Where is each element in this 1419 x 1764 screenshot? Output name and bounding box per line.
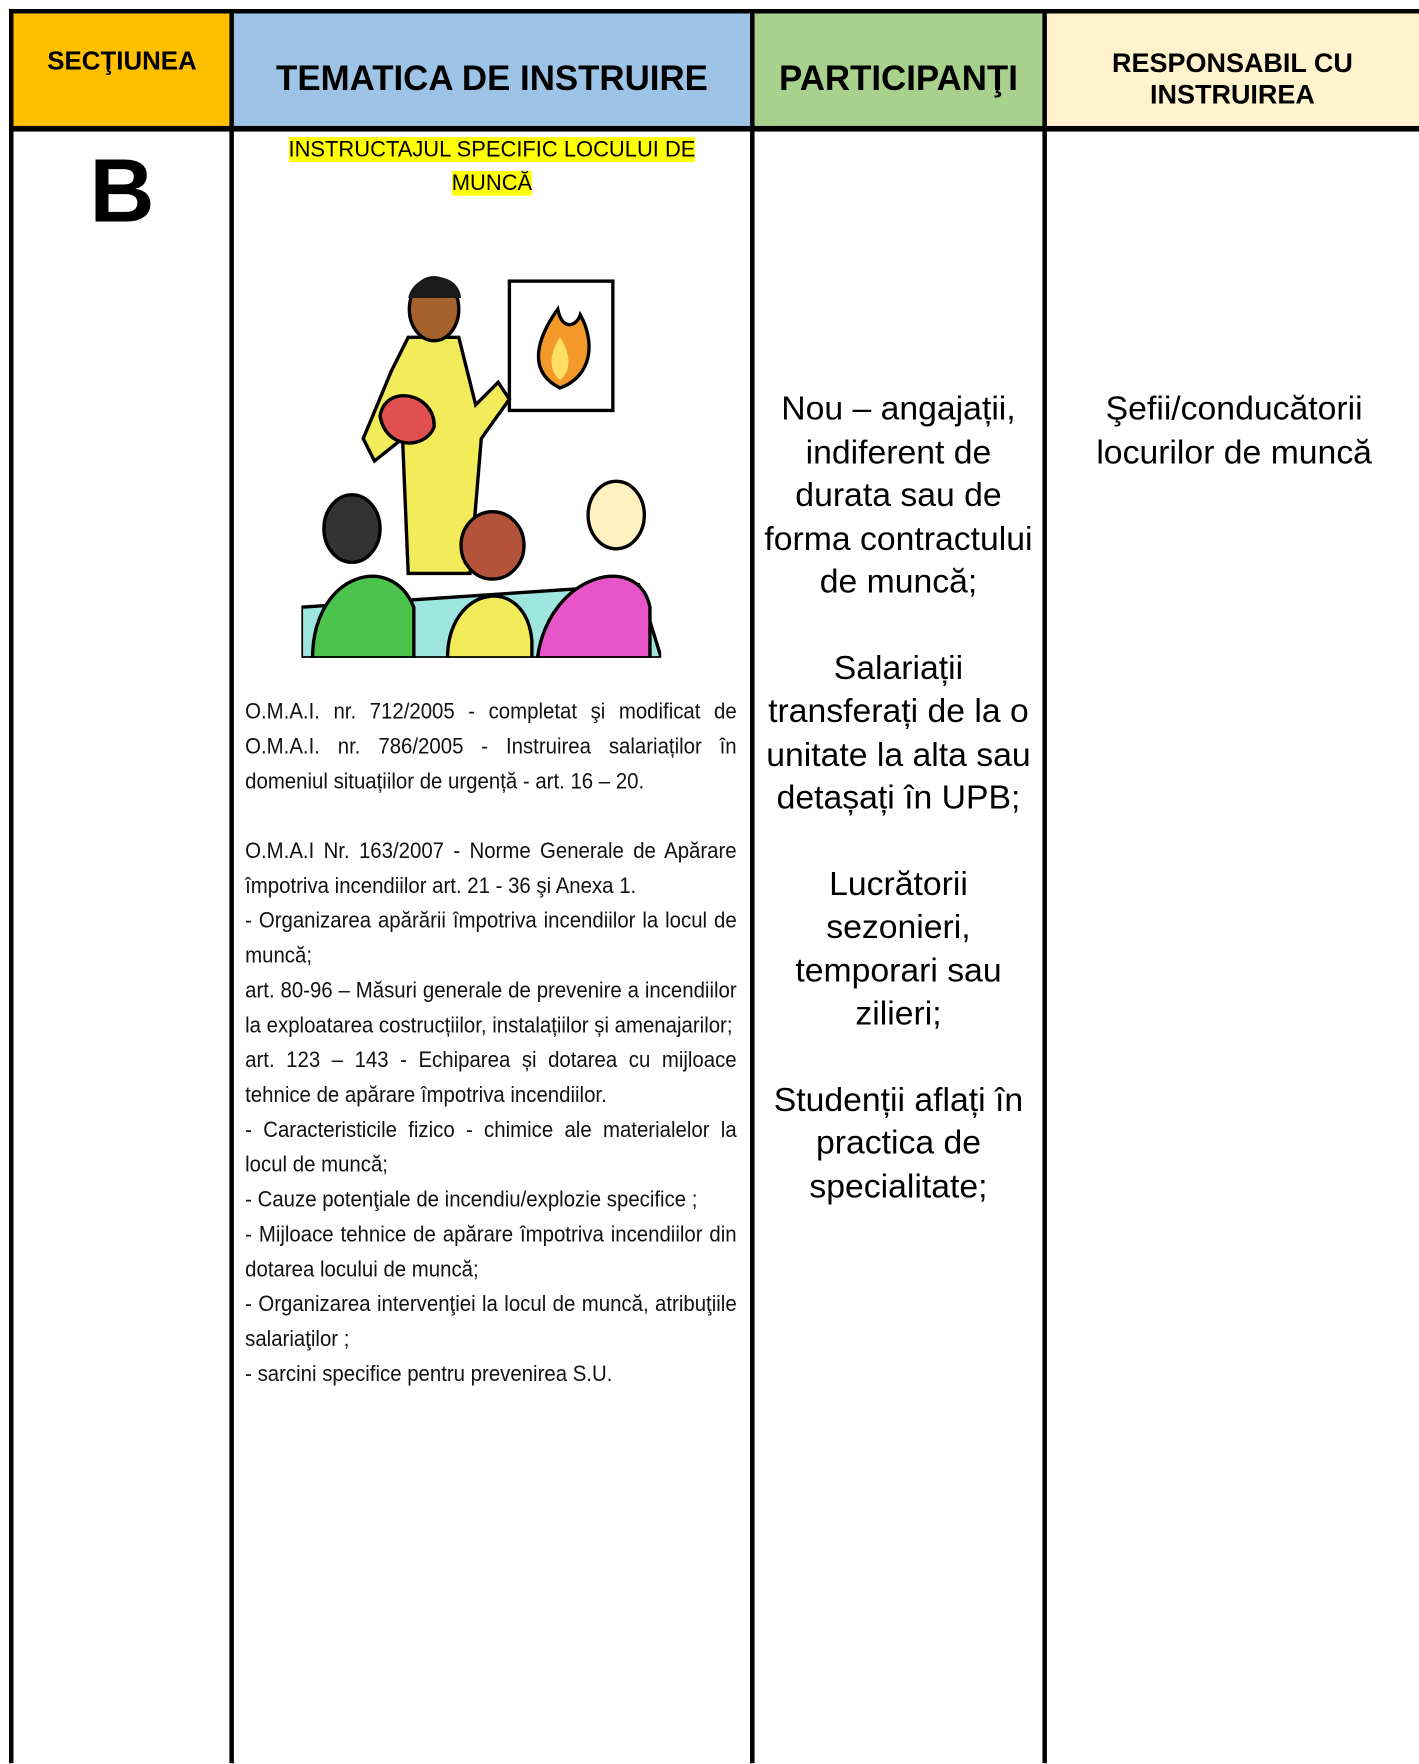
participant: Lucrătorii sezonieri, temporari sau zili… xyxy=(795,865,1002,1033)
responsible: Şefii/conducătorii locurilor de muncă xyxy=(1096,390,1372,471)
border xyxy=(229,8,234,1764)
topic-item: - Cauze potenţiale de incendiu/explozie … xyxy=(245,1187,698,1213)
header-cell: TEMATICA DE INSTRUIRE xyxy=(232,13,752,126)
topic-item: - Caracteristicile fizico - chimice ale … xyxy=(245,1117,737,1178)
topic-item: - Mijloace tehnice de apărare împotriva … xyxy=(245,1222,737,1282)
topic-title: INSTRUCTAJUL SPECIFIC LOCULUI DE MUNCĂ xyxy=(288,137,696,196)
header-cell: RESPONSABIL CU INSTRUIREA xyxy=(1045,13,1419,126)
border xyxy=(8,8,1419,14)
header-cell: PARTICIPANŢI xyxy=(753,13,1044,126)
topic-text: O.M.A.I. nr. 712/2005 - completat şi mod… xyxy=(245,695,740,1392)
topic-title-cell: INSTRUCTAJUL SPECIFIC LOCULUI DE MUNCĂ xyxy=(259,133,726,200)
participants: Nou – angajații, indiferent de durata sa… xyxy=(759,388,1038,1252)
participant: Studenții aflați în practica de speciali… xyxy=(773,1081,1024,1205)
border xyxy=(750,8,755,1764)
participant: Nou – angajații, indiferent de durata sa… xyxy=(764,390,1033,601)
topic-item: - Organizarea apărării împotriva incendi… xyxy=(245,908,737,969)
topic-intro: O.M.A.I. nr. 712/2005 - completat şi mod… xyxy=(245,699,737,794)
topic-item: art. 80-96 – Măsuri generale de prevenir… xyxy=(245,978,737,1038)
topic-item: art. 123 – 143 - Echiparea și dotarea cu… xyxy=(245,1048,737,1108)
illustration xyxy=(301,276,662,658)
border xyxy=(8,125,1419,132)
border xyxy=(1042,8,1047,1764)
border xyxy=(8,8,14,1764)
topic-item: - Organizarea intervenţiei la locul de m… xyxy=(245,1292,737,1352)
header-cell: SECŢIUNEA xyxy=(13,13,231,126)
participant: Salariații transferați de la o unitate l… xyxy=(766,649,1031,817)
section-label: B xyxy=(89,140,155,241)
topic-item: - sarcini specifice pentru prevenirea S.… xyxy=(245,1361,613,1387)
topic-item: O.M.A.I Nr. 163/2007 - Norme Generale de… xyxy=(245,838,737,899)
